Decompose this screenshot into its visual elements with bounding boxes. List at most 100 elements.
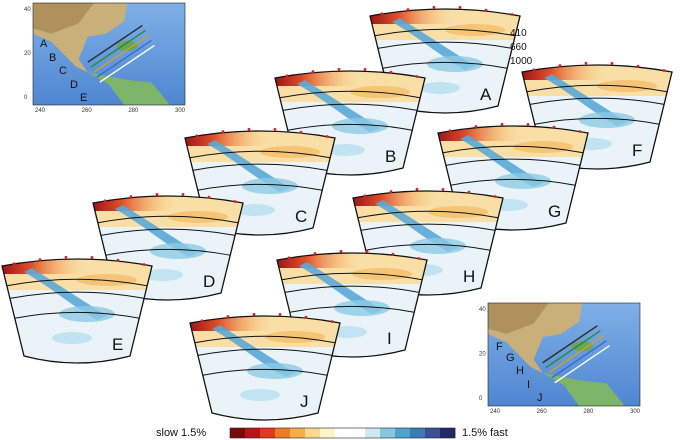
station-marker [64, 255, 68, 259]
map-profile-label: F [496, 341, 503, 353]
station-marker [363, 194, 367, 198]
colorbar-swatch [260, 428, 276, 438]
station-marker [195, 134, 199, 138]
map-profile-label: J [537, 392, 543, 404]
map-y-tick: 40 [479, 307, 486, 313]
profile-line [554, 345, 610, 384]
map-y-tick: 20 [479, 352, 486, 358]
profile-line [96, 39, 152, 78]
depth-boundary-line [105, 248, 231, 256]
station-marker [142, 263, 146, 266]
colorbar-swatch [230, 428, 246, 438]
section-letter: F [632, 141, 642, 160]
map-x-tick: 280 [583, 409, 594, 415]
station-marker [552, 125, 556, 129]
station-marker [417, 257, 421, 260]
station-marker [313, 252, 317, 255]
depth-boundary-line [365, 243, 491, 251]
station-marker [339, 249, 343, 253]
station-marker [233, 200, 237, 203]
profile-line [548, 335, 604, 374]
depth-boundary-line [100, 228, 236, 236]
station-marker [299, 130, 303, 134]
colorbar-swatch [395, 428, 411, 438]
station-marker [415, 187, 419, 191]
colorbar-swatch [275, 428, 291, 438]
section-letter: C [295, 207, 307, 226]
profile-line [545, 330, 601, 369]
station-marker [389, 190, 393, 193]
station-marker [389, 70, 393, 74]
station-marker [221, 130, 225, 133]
colorbar-slow-label: slow 1.5% [156, 427, 206, 439]
colorbar-swatch [305, 428, 321, 438]
colorbar-swatch [425, 428, 441, 438]
map-y-tick: 20 [24, 51, 31, 57]
depth-boundary-line [377, 41, 513, 49]
south-america-land [87, 72, 170, 105]
station-marker [200, 319, 204, 323]
colorbar-fast-label: 1.5% fast [462, 427, 508, 439]
station-marker [636, 64, 640, 68]
depth-boundary-line [442, 145, 584, 154]
section-letter: A [480, 85, 492, 104]
depth-label-660: 660 [510, 42, 527, 53]
map-profile-label: C [59, 65, 67, 77]
station-marker [226, 315, 230, 318]
map-x-tick: 300 [175, 108, 186, 114]
colorbar-swatch [350, 428, 366, 438]
depth-boundary-line [357, 210, 499, 219]
colorbar-swatch [290, 428, 306, 438]
station-marker [448, 129, 452, 133]
station-marker [510, 13, 514, 16]
map-x-tick: 240 [35, 108, 46, 114]
colorbar-swatch [410, 428, 426, 438]
station-marker [526, 123, 530, 126]
station-marker [662, 69, 666, 72]
profile-line [90, 29, 146, 68]
colorbar: slow 1.5% 1.5% fast [156, 427, 508, 439]
colorbar-swatch [365, 428, 381, 438]
map-profile-label: E [80, 92, 87, 104]
depth-boundary-line [526, 84, 668, 93]
colorbar-swatch [320, 428, 336, 438]
section-letter: J [300, 392, 309, 411]
depth-boundary-line [529, 97, 665, 105]
colorbar-swatches [230, 428, 456, 438]
profile-line [99, 44, 155, 83]
station-marker [181, 193, 185, 196]
station-marker [532, 68, 536, 72]
station-marker [330, 320, 334, 323]
section-outline [369, 8, 521, 114]
slow-anomaly [370, 9, 453, 24]
depth-boundary-line [202, 368, 328, 376]
profile-line [542, 325, 598, 364]
station-marker [458, 6, 462, 9]
depth-boundary-line [6, 278, 148, 287]
station-marker [578, 130, 582, 133]
map-profile-label: G [506, 352, 515, 364]
depth-boundary-line [9, 291, 145, 299]
station-marker [285, 74, 289, 78]
station-marker [116, 258, 120, 262]
station-marker [38, 258, 42, 261]
caribbean-islands [571, 341, 593, 352]
section-letter: D [203, 272, 215, 291]
station-marker [273, 128, 277, 131]
station-marker [365, 250, 369, 253]
station-marker [363, 68, 367, 71]
depth-boundary-line [450, 178, 576, 186]
station-marker [252, 312, 256, 316]
depth-boundary-line [97, 215, 239, 224]
depth-boundary-line [360, 223, 496, 231]
map-x-tick: 300 [630, 409, 641, 415]
depth-boundary-line [382, 61, 508, 69]
station-marker [415, 75, 419, 78]
depth-boundary-line [197, 348, 333, 356]
station-marker [247, 127, 251, 131]
colorbar-frame [229, 427, 456, 439]
station-marker [432, 5, 436, 9]
station-marker [12, 262, 16, 266]
